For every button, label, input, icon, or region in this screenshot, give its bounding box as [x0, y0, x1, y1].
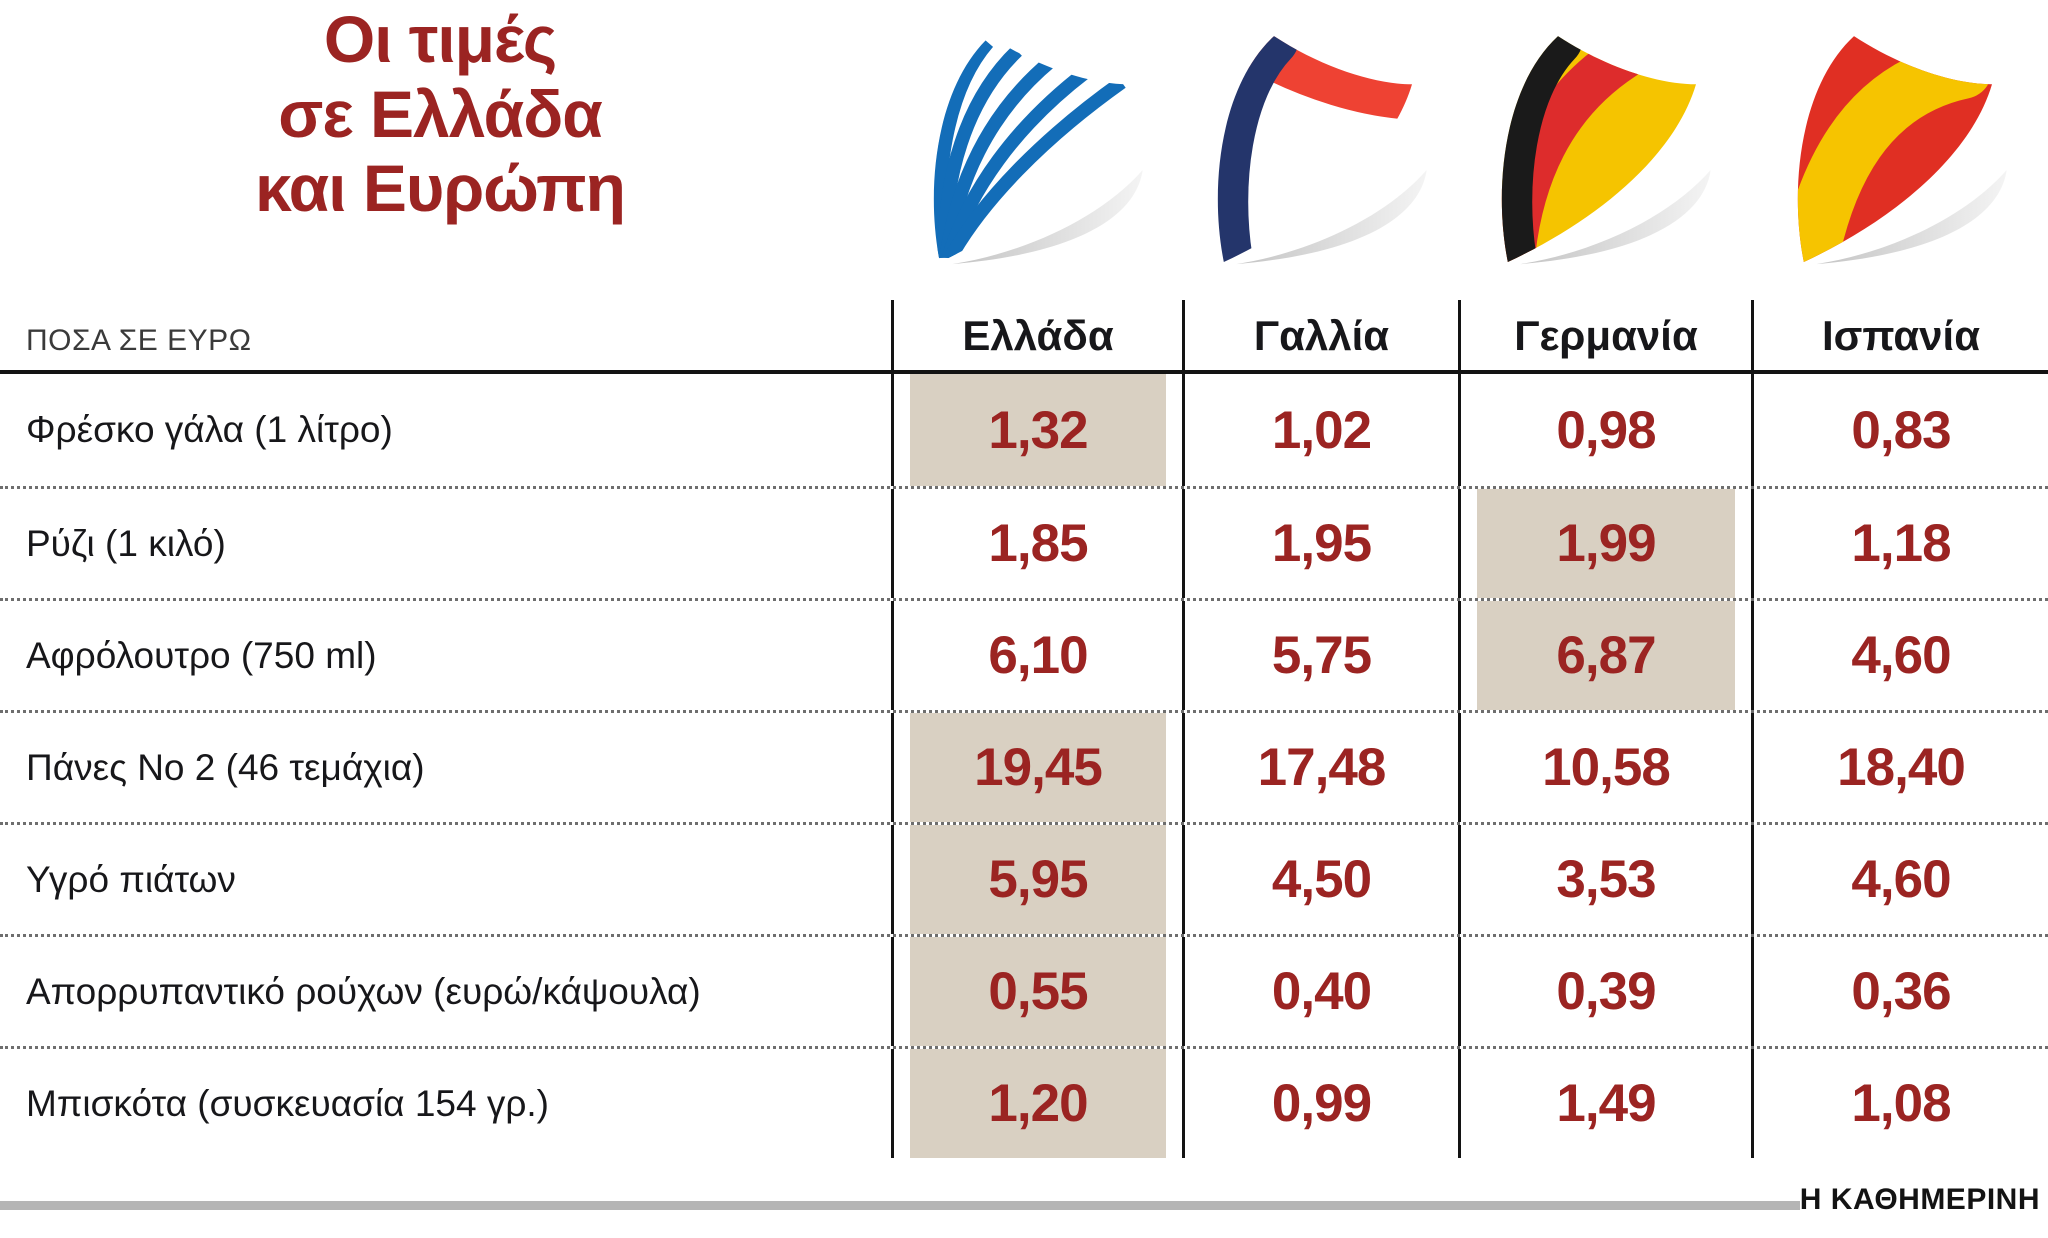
value-cell: 0,99 [1182, 1049, 1458, 1158]
value-cell: 0,83 [1751, 374, 2048, 486]
cell-value: 4,60 [1851, 850, 1951, 909]
cell-value: 5,75 [1271, 626, 1372, 685]
cell-value: 4,60 [1851, 626, 1951, 685]
cell-value: 4,50 [1271, 850, 1372, 909]
cell-value: 0,39 [1556, 962, 1656, 1021]
value-cell: 1,49 [1458, 1049, 1751, 1158]
value-cell: 3,53 [1458, 825, 1751, 934]
value-cell: 1,18 [1751, 489, 2048, 598]
title-line: Οι τιμές [323, 2, 557, 76]
spain-flag-icon [1797, 36, 2007, 265]
value-cell: 1,08 [1751, 1049, 2048, 1158]
value-cell: 4,60 [1751, 601, 2048, 710]
cell-value: 6,10 [988, 626, 1088, 685]
value-cell: 6,87 [1458, 601, 1751, 710]
cell-value: 1,95 [1271, 514, 1372, 573]
value-cell: 1,99 [1458, 489, 1751, 598]
cell-value: 19,45 [974, 738, 1103, 797]
cell-value: 5,95 [988, 850, 1088, 909]
value-cell: 1,02 [1182, 374, 1458, 486]
table-row: Αφρόλουτρο (750 ml) 6,10 5,75 6,87 4,60 [0, 598, 2048, 710]
cell-value: 1,32 [988, 400, 1088, 460]
page-title: Οι τιμές σε Ελλάδα και Ευρώπη [40, 2, 840, 226]
cell-value: 1,99 [1556, 514, 1656, 573]
row-label: Αφρόλουτρο (750 ml) [26, 634, 377, 676]
cell-value: 1,18 [1851, 514, 1951, 573]
row-label: Μπισκότα (συσκευασία 154 γρ.) [26, 1082, 550, 1124]
source-label: Η ΚΑΘΗΜΕΡΙΝΗ [1799, 1183, 2040, 1216]
value-cell: 0,39 [1458, 937, 1751, 1046]
value-cell: 5,95 [891, 825, 1182, 934]
value-cell: 1,32 [891, 374, 1182, 486]
row-label: Ρύζι (1 κιλό) [26, 522, 226, 564]
row-label: Πάνες Νο 2 (46 τεμάχια) [26, 746, 425, 788]
value-cell: 1,85 [891, 489, 1182, 598]
cell-value: 1,02 [1271, 400, 1372, 460]
table-row: Πάνες Νο 2 (46 τεμάχια) 19,45 17,48 10,5… [0, 710, 2048, 822]
value-cell: 18,40 [1751, 713, 2048, 822]
value-cell: 4,60 [1751, 825, 2048, 934]
table-row: Απορρυπαντικό ρούχων (ευρώ/κάψουλα) 0,55… [0, 934, 2048, 1046]
unit-label: ΠΟΣΑ ΣΕ ΕΥΡΩ [26, 324, 252, 357]
header: Οι τιμές σε Ελλάδα και Ευρώπη [0, 0, 2048, 300]
value-cell: 0,36 [1751, 937, 2048, 1046]
cell-value: 0,83 [1851, 400, 1951, 460]
cell-value: 0,55 [988, 962, 1088, 1021]
table-row: Υγρό πιάτων 5,95 4,50 3,53 4,60 [0, 822, 2048, 934]
value-cell: 6,10 [891, 601, 1182, 710]
cell-value: 0,98 [1556, 400, 1656, 460]
cell-value: 0,40 [1271, 962, 1372, 1021]
cell-value: 0,99 [1271, 1074, 1372, 1133]
cell-value: 0,36 [1851, 962, 1951, 1021]
value-cell: 5,75 [1182, 601, 1458, 710]
footer: Η ΚΑΘΗΜΕΡΙΝΗ [0, 1158, 2048, 1238]
cell-value: 1,49 [1556, 1074, 1656, 1133]
table-row: Φρέσκο γάλα (1 λίτρο) 1,32 1,02 0,98 0,8… [0, 374, 2048, 486]
column-header-spain: Ισπανία [1751, 300, 2048, 370]
column-header-france: Γαλλία [1182, 300, 1458, 370]
title-line: σε Ελλάδα [278, 76, 603, 151]
cell-value: 1,85 [988, 514, 1088, 573]
value-cell: 0,40 [1182, 937, 1458, 1046]
value-cell: 10,58 [1458, 713, 1751, 822]
greece-flag-icon [933, 36, 1143, 265]
value-cell: 19,45 [891, 713, 1182, 822]
france-flag-icon [1217, 36, 1427, 265]
value-cell: 0,98 [1458, 374, 1751, 486]
title-line: και Ευρώπη [255, 151, 626, 226]
cell-value: 6,87 [1556, 626, 1656, 685]
row-label: Απορρυπαντικό ρούχων (ευρώ/κάψουλα) [26, 970, 701, 1012]
value-cell: 17,48 [1182, 713, 1458, 822]
table-header: ΠΟΣΑ ΣΕ ΕΥΡΩ Ελλάδα Γαλλία Γερμανία Ισπα… [0, 300, 2048, 374]
value-cell: 0,55 [891, 937, 1182, 1046]
cell-value: 18,40 [1837, 738, 1966, 797]
row-label: Υγρό πιάτων [26, 858, 236, 900]
cell-value: 10,58 [1542, 738, 1671, 797]
table-body: Φρέσκο γάλα (1 λίτρο) 1,32 1,02 0,98 0,8… [0, 374, 2048, 1158]
cell-value: 17,48 [1257, 738, 1387, 797]
cell-value: 3,53 [1556, 850, 1656, 909]
table-row: Μπισκότα (συσκευασία 154 γρ.) 1,20 0,99 … [0, 1046, 2048, 1158]
germany-flag-icon [1501, 36, 1711, 265]
column-header-greece: Ελλάδα [891, 300, 1182, 370]
cell-value: 1,08 [1851, 1074, 1951, 1133]
table-row: Ρύζι (1 κιλό) 1,85 1,95 1,99 1,18 [0, 486, 2048, 598]
column-header-germany: Γερμανία [1458, 300, 1751, 370]
value-cell: 1,20 [891, 1049, 1182, 1158]
cell-value: 1,20 [988, 1074, 1088, 1133]
footer-divider [0, 1201, 1800, 1210]
value-cell: 1,95 [1182, 489, 1458, 598]
row-label: Φρέσκο γάλα (1 λίτρο) [26, 409, 393, 450]
value-cell: 4,50 [1182, 825, 1458, 934]
